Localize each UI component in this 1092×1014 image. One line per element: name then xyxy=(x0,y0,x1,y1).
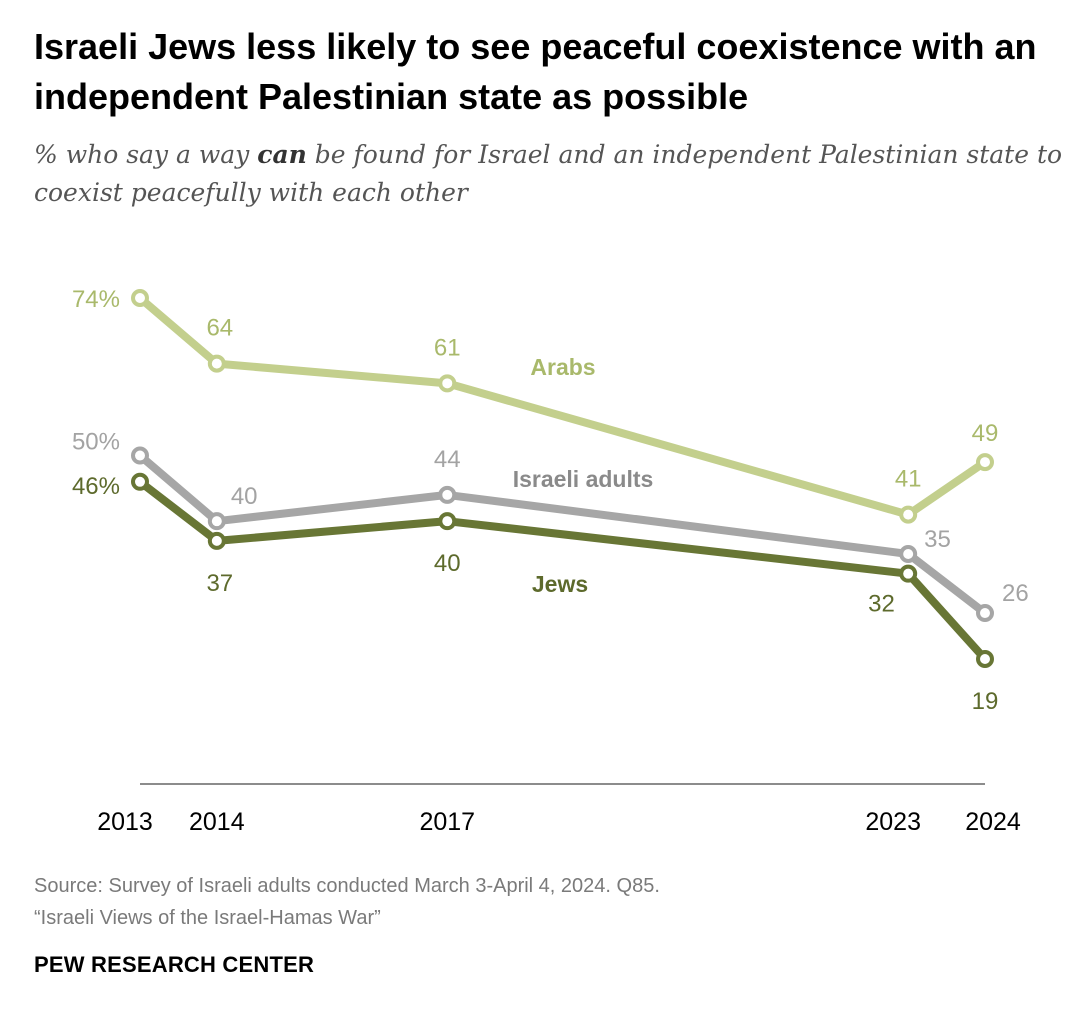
data-label-arabs-2014: 64 xyxy=(206,315,233,342)
point-israeli-adults-2017 xyxy=(438,485,457,504)
data-label-jews-2014: 37 xyxy=(206,570,233,597)
point-israeli-adults-2024 xyxy=(976,604,994,623)
x-tick-label-2014: 2014 xyxy=(189,808,245,836)
data-label-jews-2023: 32 xyxy=(868,591,895,618)
pew-research-center-logo: PEW RESEARCH CENTER xyxy=(34,952,315,977)
point-jews-2023 xyxy=(899,564,918,583)
x-tick-label-2017: 2017 xyxy=(419,808,475,836)
data-label-israeli-adults-2014: 40 xyxy=(231,483,258,510)
data-label-arabs-2024: 49 xyxy=(972,420,999,447)
x-tick-label-2013: 2013 xyxy=(97,808,153,836)
x-tick-labels: 2013 2014 2017 2023 2024 xyxy=(97,808,1021,836)
point-arabs-2013 xyxy=(131,289,149,307)
point-arabs-2024 xyxy=(976,453,994,472)
data-label-israeli-adults-2023: 35 xyxy=(924,526,951,553)
data-label-arabs-2013: 74% xyxy=(72,286,120,313)
point-jews-2013 xyxy=(131,472,149,491)
data-label-israeli-adults-2024: 26 xyxy=(1002,580,1029,607)
source-note: Source: Survey of Israeli adults conduct… xyxy=(34,875,660,897)
subtitle-after: be found for Israel and an independent P… xyxy=(34,140,1063,207)
subtitle-emphasis: can xyxy=(257,140,307,169)
x-tick-label-2023: 2023 xyxy=(865,808,921,836)
chart-subtitle: % who say a way can be found for Israel … xyxy=(34,136,1074,212)
point-jews-2024 xyxy=(976,650,994,668)
data-label-israeli-adults-2013: 50% xyxy=(72,429,120,456)
point-arabs-2014 xyxy=(207,354,226,373)
point-israeli-adults-2014 xyxy=(207,512,226,531)
subtitle-before: % who say a way xyxy=(34,140,258,169)
series-label-israeli-adults: Israeli adults xyxy=(513,466,654,492)
point-jews-2014 xyxy=(207,531,226,550)
data-label-israeli-adults-2017: 44 xyxy=(434,446,461,473)
data-label-jews-2024: 19 xyxy=(972,688,999,715)
point-jews-2017 xyxy=(438,512,457,531)
series-label-arabs: Arabs xyxy=(530,354,595,380)
series-layer: 74% 64 61 41 49 Arabs 50% 40 44 35 26 Israeli adult… xyxy=(72,286,1029,715)
series-label-jews: Jews xyxy=(532,571,588,597)
report-title-note: “Israeli Views of the Israel-Hamas War” xyxy=(34,907,381,929)
x-tick-label-2024: 2024 xyxy=(965,808,1021,836)
point-arabs-2017 xyxy=(438,374,457,393)
data-label-jews-2017: 40 xyxy=(434,550,461,577)
chart-title: Israeli Jews less likely to see peaceful… xyxy=(34,26,1037,117)
line-chart: 74% 64 61 41 49 Arabs 50% 40 44 35 26 Israeli adult… xyxy=(72,286,1029,836)
point-israeli-adults-2013 xyxy=(131,446,149,465)
point-arabs-2023 xyxy=(899,505,918,524)
data-label-arabs-2023: 41 xyxy=(895,466,922,493)
point-israeli-adults-2023 xyxy=(899,544,918,563)
data-label-jews-2013: 46% xyxy=(72,473,120,500)
data-label-arabs-2017: 61 xyxy=(434,334,461,361)
